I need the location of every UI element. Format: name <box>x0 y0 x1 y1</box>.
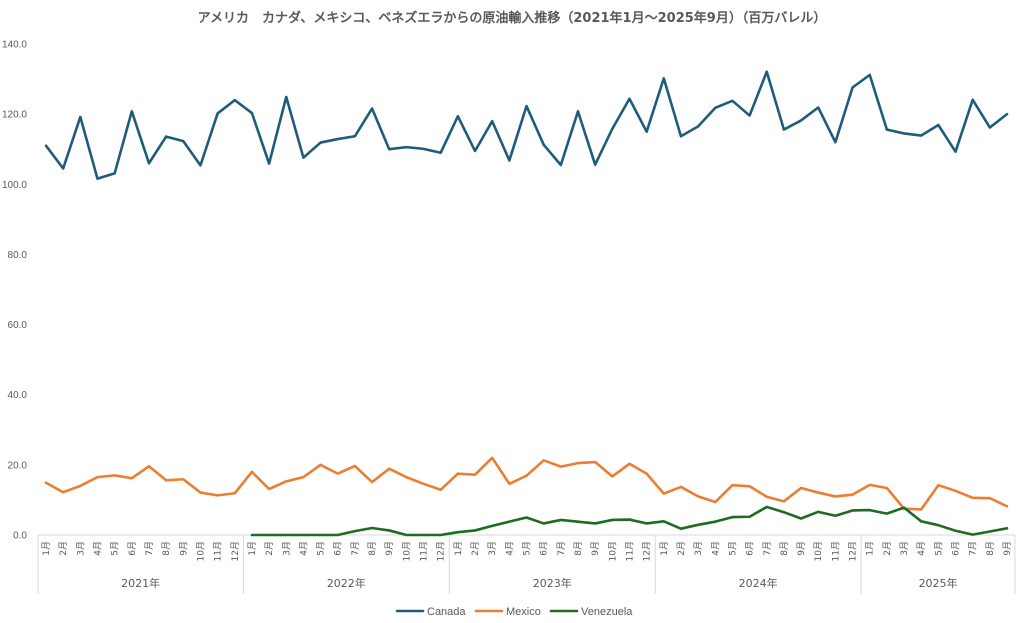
x-tick-label: 8月 <box>985 541 996 556</box>
x-tick-label: 4月 <box>92 541 103 556</box>
x-tick-label: 11月 <box>419 541 430 561</box>
x-tick-label: 7月 <box>556 541 567 556</box>
y-tick-label: 40.0 <box>8 390 28 401</box>
x-tick-label: 1月 <box>41 541 52 556</box>
x-tick-label: 4月 <box>916 541 927 556</box>
x-tick-label: 8月 <box>161 541 172 556</box>
x-tick-label: 5月 <box>316 541 327 556</box>
x-tick-label: 6月 <box>745 541 756 556</box>
x-tick-label: 9月 <box>796 541 807 556</box>
chart-title: アメリカ カナダ、メキシコ、ベネズエラからの原油輸入推移（2021年1月～202… <box>198 10 827 26</box>
x-tick-label: 3月 <box>487 541 498 556</box>
x-tick-label: 10月 <box>401 541 412 561</box>
x-tick-label: 10月 <box>813 541 824 561</box>
x-tick-label: 1月 <box>453 541 464 556</box>
x-tick-label: 12月 <box>642 541 653 561</box>
x-tick-label: 6月 <box>951 541 962 556</box>
x-tick-label: 5月 <box>933 541 944 556</box>
x-tick-label: 12月 <box>436 541 447 561</box>
x-tick-label: 2月 <box>58 541 69 556</box>
x-tick-label: 7月 <box>350 541 361 556</box>
y-tick-label: 0.0 <box>13 531 27 542</box>
x-tick-label: 4月 <box>710 541 721 556</box>
x-tick-label: 2月 <box>470 541 481 556</box>
legend-label-canada: Canada <box>427 606 466 618</box>
y-tick-label: 120.0 <box>2 110 27 121</box>
x-tick-label: 10月 <box>195 541 206 561</box>
x-tick-label: 6月 <box>333 541 344 556</box>
x-tick-label: 7月 <box>144 541 155 556</box>
x-tick-label: 11月 <box>624 541 635 561</box>
x-tick-label: 10月 <box>607 541 618 561</box>
y-tick-label: 140.0 <box>2 40 27 51</box>
year-label: 2021年 <box>121 576 160 590</box>
x-tick-label: 4月 <box>504 541 515 556</box>
x-tick-label: 9月 <box>1002 541 1013 556</box>
x-tick-label: 5月 <box>522 541 533 556</box>
x-tick-label: 8月 <box>573 541 584 556</box>
y-tick-label: 100.0 <box>2 180 27 191</box>
x-tick-label: 5月 <box>727 541 738 556</box>
x-tick-label: 3月 <box>693 541 704 556</box>
x-axis: 1月 2月 3月 4月 5月 6月 7月 8月 9月 10月 11月 12月 1月 2月 3月 4月 5月 6月 7… <box>37 534 1016 594</box>
x-tick-label: 3月 <box>899 541 910 556</box>
x-tick-label: 12月 <box>230 541 241 561</box>
legend: Canada Mexico Venezuela <box>395 606 633 618</box>
series-line-canada <box>44 70 1009 180</box>
x-tick-label: 2月 <box>882 541 893 556</box>
x-tick-label: 9月 <box>590 541 601 556</box>
year-label: 2023年 <box>533 576 572 590</box>
x-tick-label: 5月 <box>110 541 121 556</box>
legend-label-venezuela: Venezuela <box>581 606 633 618</box>
x-tick-label: 1月 <box>865 541 876 556</box>
x-tick-label: 7月 <box>968 541 979 556</box>
x-tick-label: 4月 <box>298 541 309 556</box>
y-tick-label: 20.0 <box>8 460 28 471</box>
year-label: 2025年 <box>919 576 958 590</box>
y-tick-label: 80.0 <box>8 250 28 261</box>
series-lines <box>44 70 1009 537</box>
series-line-mexico <box>44 456 1009 511</box>
x-tick-label: 6月 <box>539 541 550 556</box>
x-tick-label: 8月 <box>779 541 790 556</box>
y-tick-label: 60.0 <box>8 320 28 331</box>
series-line-venezuela <box>250 505 1009 537</box>
x-tick-label: 8月 <box>367 541 378 556</box>
year-label: 2024年 <box>739 576 778 590</box>
x-tick-label: 3月 <box>75 541 86 556</box>
x-tick-label: 11月 <box>830 541 841 561</box>
x-tick-label: 9月 <box>178 541 189 556</box>
x-tick-label: 7月 <box>762 541 773 556</box>
x-tick-label: 2月 <box>264 541 275 556</box>
legend-label-mexico: Mexico <box>506 606 541 618</box>
x-tick-label: 12月 <box>848 541 859 561</box>
x-tick-label: 1月 <box>659 541 670 556</box>
y-axis: 0.0 20.0 40.0 60.0 80.0 100.0 120.0 140.0 <box>2 40 27 542</box>
x-tick-label: 11月 <box>213 541 224 561</box>
x-tick-label: 1月 <box>247 541 258 556</box>
x-tick-label: 3月 <box>281 541 292 556</box>
year-label: 2022年 <box>327 576 366 590</box>
x-tick-label: 9月 <box>384 541 395 556</box>
x-tick-label: 2月 <box>676 541 687 556</box>
x-tick-label: 6月 <box>127 541 138 556</box>
